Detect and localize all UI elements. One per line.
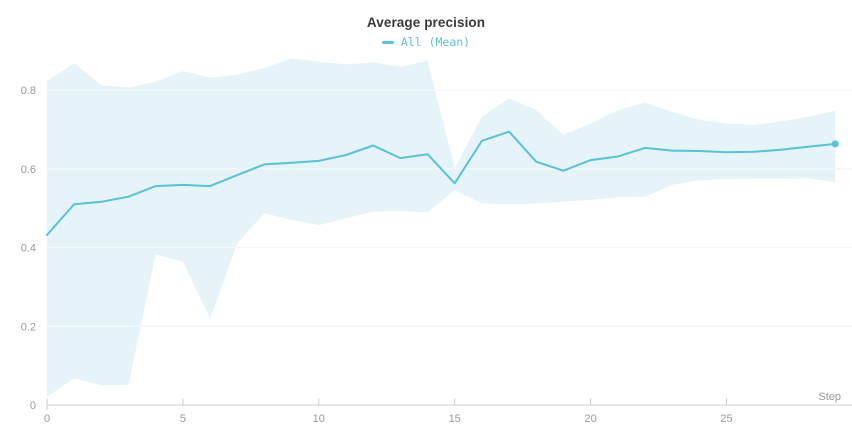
chart-title: Average precision [366, 15, 486, 30]
legend-line-swatch [381, 40, 394, 44]
y-tick-label: 0 [30, 400, 36, 412]
x-tick-label: 0 [44, 413, 50, 425]
chart-legend: All (Mean) [0, 35, 852, 49]
x-tick-label: 25 [720, 413, 732, 425]
x-tick-label: 15 [449, 413, 461, 425]
y-tick-label: 0.2 [21, 321, 36, 333]
endpoint-marker [831, 140, 839, 148]
y-tick-label: 0.8 [21, 85, 36, 97]
x-tick-label: 5 [180, 413, 186, 425]
minmax-band [47, 58, 836, 397]
x-tick-label: 20 [584, 413, 596, 425]
legend-item-all-mean[interactable]: All (Mean) [381, 35, 471, 49]
mean-line [46, 130, 837, 236]
legend-item-label: All (Mean) [400, 35, 471, 49]
x-axis-title: Step [818, 391, 841, 403]
y-tick-label: 0.6 [21, 164, 36, 176]
x-tick-label: 10 [313, 413, 325, 425]
y-tick-label: 0.4 [21, 243, 36, 255]
